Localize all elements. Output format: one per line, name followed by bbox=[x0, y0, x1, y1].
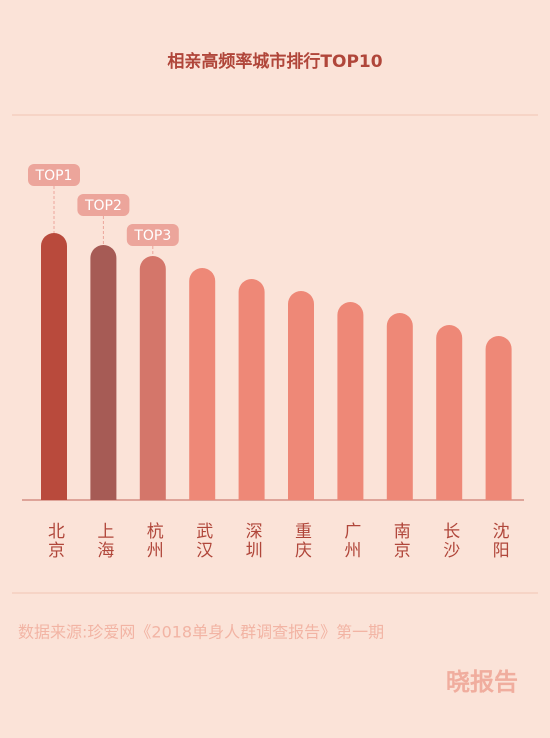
x-tick-label: 深圳 bbox=[242, 522, 263, 560]
x-tick-label: 上海 bbox=[93, 522, 114, 560]
badge bbox=[77, 194, 130, 216]
x-tick-label: 南京 bbox=[390, 522, 411, 560]
bar bbox=[238, 279, 265, 500]
bar bbox=[41, 233, 67, 500]
badge bbox=[28, 164, 80, 186]
chart-title: 相亲高频率城市排行TOP10 bbox=[167, 51, 382, 72]
x-tick-label: 北京 bbox=[44, 522, 65, 560]
x-tick-label: 沈阳 bbox=[489, 522, 510, 560]
bar bbox=[485, 336, 512, 500]
bar bbox=[386, 313, 413, 500]
logo: 晓报告 bbox=[446, 668, 518, 696]
bar bbox=[139, 256, 166, 500]
badge-label: TOP1 bbox=[35, 168, 73, 184]
x-tick-label: 武汉 bbox=[192, 522, 213, 560]
bar bbox=[337, 302, 364, 500]
bar bbox=[436, 325, 463, 500]
bar bbox=[90, 245, 117, 500]
source-note: 数据来源:珍爱网《2018单身人群调查报告》第一期 bbox=[18, 623, 384, 642]
bar bbox=[189, 268, 216, 500]
x-tick-label: 杭州 bbox=[143, 522, 164, 560]
x-tick-label: 长沙 bbox=[439, 522, 460, 560]
badge-label: TOP3 bbox=[133, 228, 171, 244]
badge-label: TOP2 bbox=[84, 198, 122, 214]
x-tick-label: 广州 bbox=[340, 522, 361, 560]
bar bbox=[288, 291, 314, 500]
x-tick-label: 重庆 bbox=[291, 522, 312, 560]
badge bbox=[126, 224, 179, 246]
